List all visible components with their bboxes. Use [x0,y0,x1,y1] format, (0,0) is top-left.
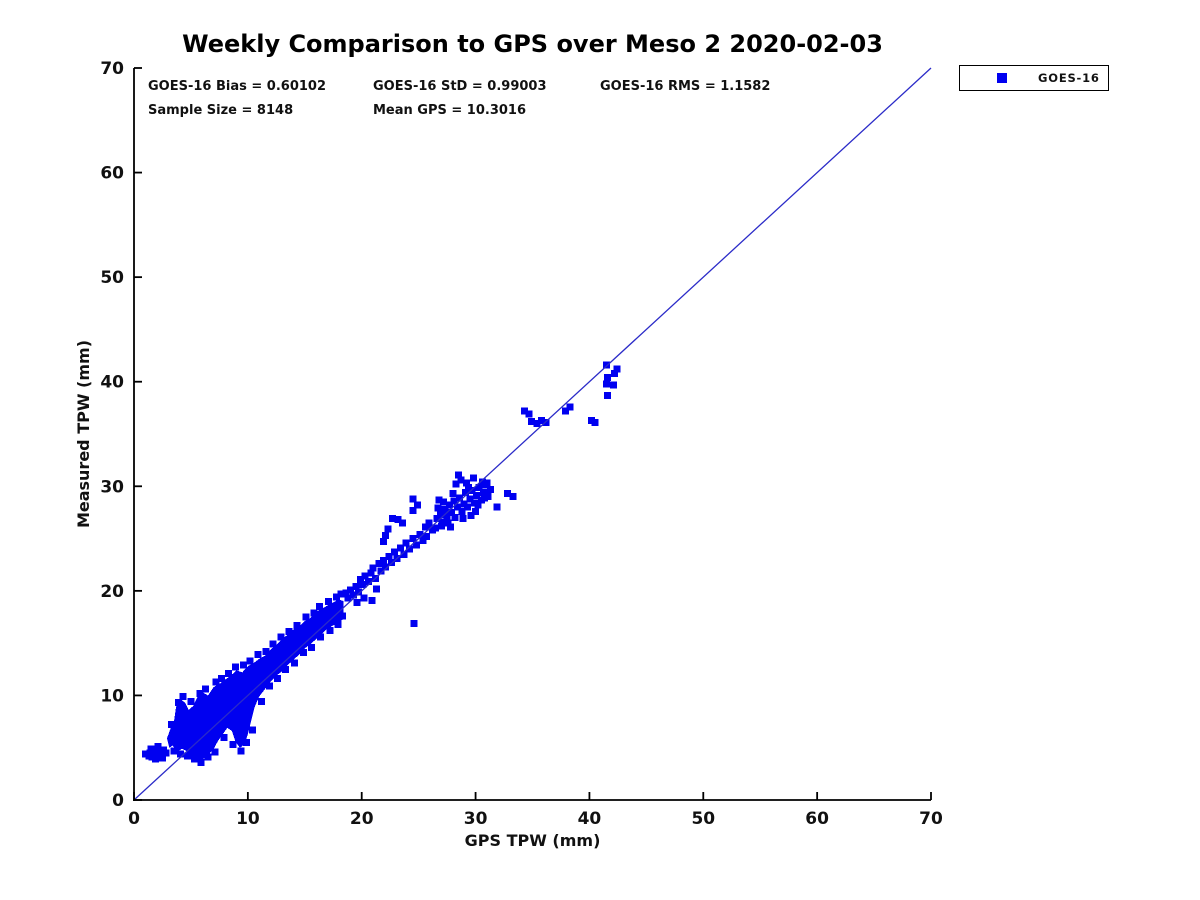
identity-line [133,67,932,801]
stat-mean-gps: Mean GPS = 10.3016 [373,103,527,118]
x-tick-label: 50 [691,809,715,829]
scatter-points [141,361,621,766]
x-tick-label: 20 [350,809,374,829]
x-tick-label: 30 [464,809,488,829]
dense-scatter-region [167,599,344,761]
y-tick-label: 20 [100,582,124,602]
y-tick-label: 40 [100,373,124,393]
legend-label: GOES-16 [1038,71,1100,85]
legend-marker-square-icon [997,73,1007,83]
y-tick-label: 30 [100,477,124,497]
y-tick-label: 10 [100,686,124,706]
legend-box: GOES-16 [959,65,1109,91]
y-tick-label: 0 [112,791,124,811]
x-tick-label: 10 [236,809,260,829]
tick-labels: 0 10 20 30 40 50 60 70 0 10 20 30 40 50 60 70 [100,59,943,829]
x-tick-label: 40 [578,809,602,829]
stat-std: GOES-16 StD = 0.99003 [373,79,547,94]
x-tick-label: 60 [805,809,829,829]
y-tick-label: 50 [100,268,124,288]
y-axis-title: Measured TPW (mm) [74,339,93,529]
stat-bias: GOES-16 Bias = 0.60102 [148,79,327,94]
x-tick-label: 70 [919,809,943,829]
y-tick-label: 70 [100,59,124,79]
stat-rms: GOES-16 RMS = 1.1582 [600,79,771,94]
x-axis-title: GPS TPW (mm) [464,831,601,850]
stat-sample-size: Sample Size = 8148 [148,103,294,118]
chart-title: Weekly Comparison to GPS over Meso 2 202… [182,30,883,58]
axes-spines [133,67,932,801]
x-tick-label: 0 [128,809,140,829]
y-tick-label: 60 [100,164,124,184]
